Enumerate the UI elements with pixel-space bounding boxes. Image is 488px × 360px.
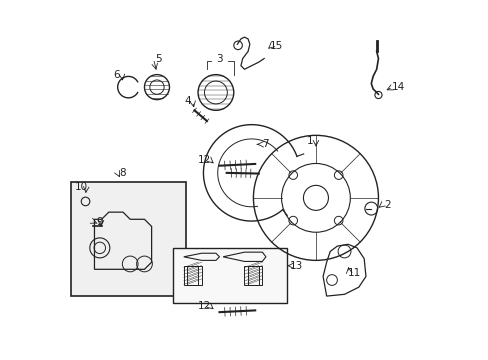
Text: 10: 10 [74,182,87,192]
Text: 9: 9 [96,217,103,227]
Text: 8: 8 [120,168,126,178]
Text: 11: 11 [347,268,361,278]
Text: 12: 12 [198,155,211,165]
Text: 15: 15 [269,41,283,51]
Text: 4: 4 [183,96,190,107]
Text: 7: 7 [262,139,268,149]
Bar [247,266,262,285]
Bar [183,266,198,285]
Bar [244,266,258,285]
Text: 14: 14 [391,82,404,92]
Text: 12: 12 [198,301,211,311]
Text: 3: 3 [216,54,223,64]
Bar [173,248,287,303]
Text: 5: 5 [155,54,162,64]
Text: 6: 6 [113,69,120,80]
Text: 1: 1 [306,136,313,146]
Text: 13: 13 [289,261,302,271]
Text: 2: 2 [383,200,390,210]
Bar [71,182,185,296]
Bar [187,266,201,285]
